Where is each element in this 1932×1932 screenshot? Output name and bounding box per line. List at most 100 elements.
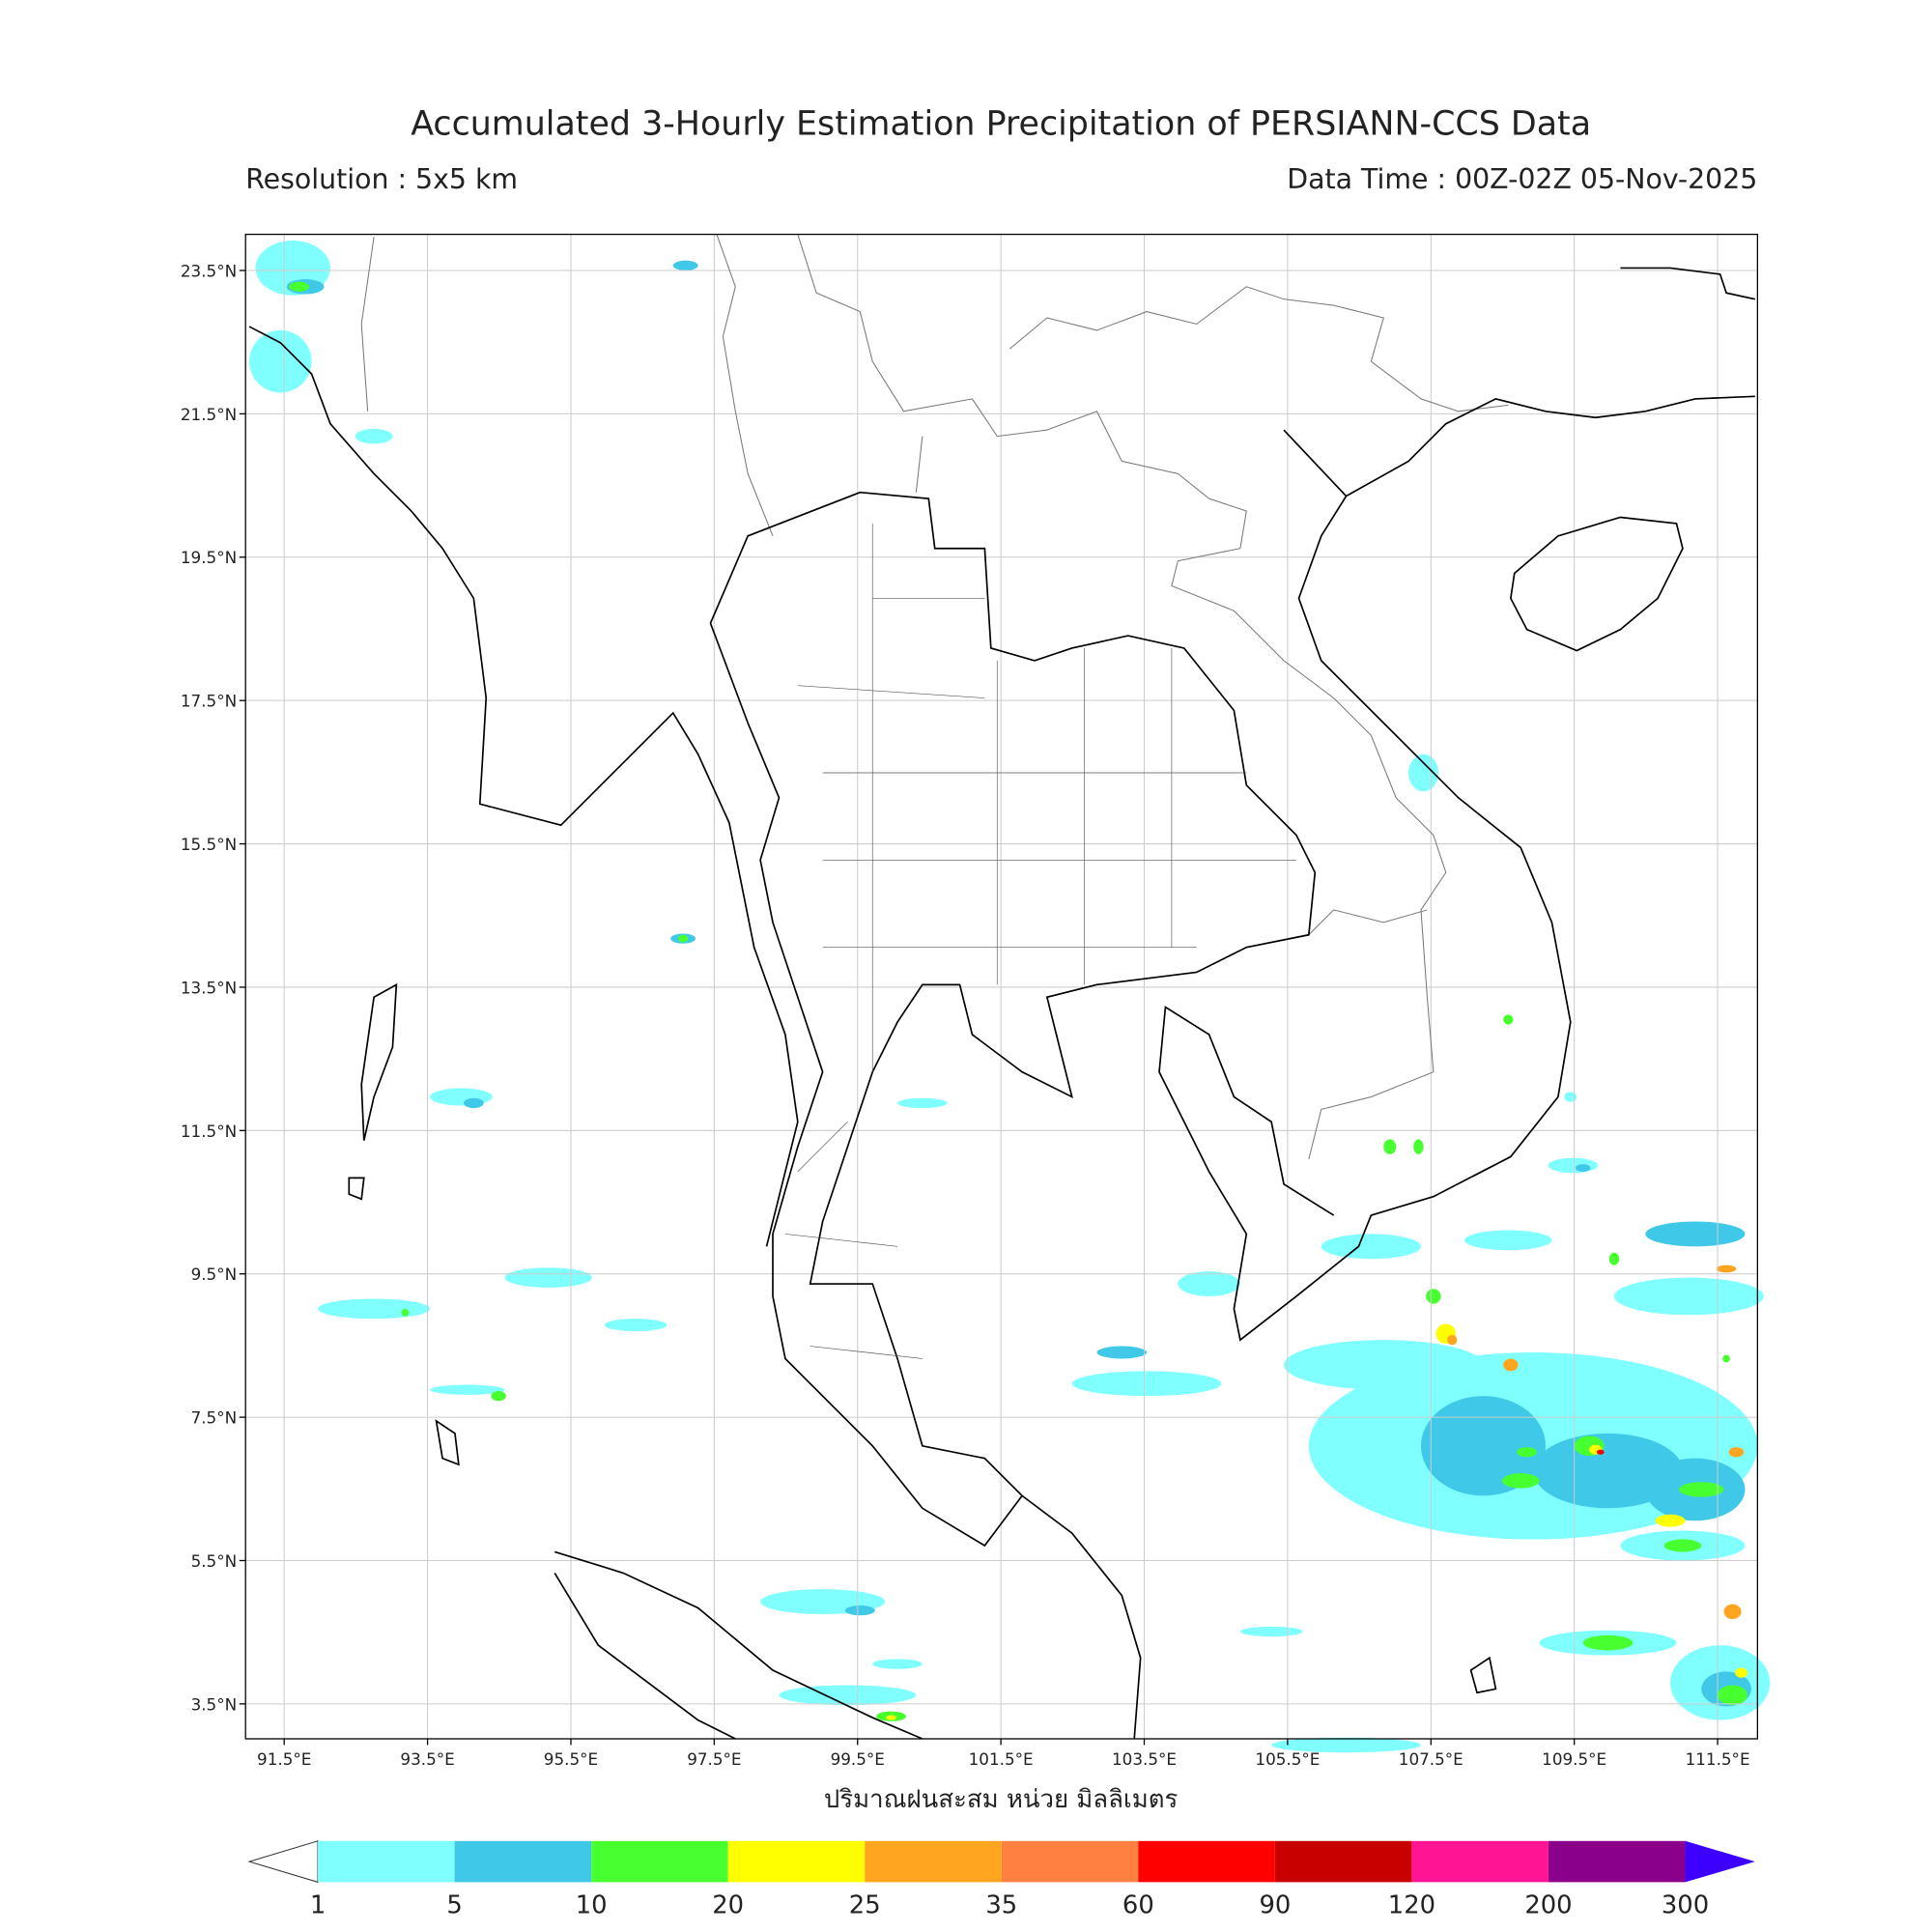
lat-tick-label: 19.5°N [181, 548, 237, 567]
rain-area [844, 1605, 875, 1616]
coastline-andaman [348, 982, 460, 1466]
rain-area [318, 1298, 431, 1320]
lat-tick-label: 13.5°N [181, 978, 237, 997]
coastline-thailand [709, 491, 1317, 1548]
lon-tick-label: 107.5°E [1399, 1749, 1463, 1769]
colorbar: 1 5 10 20 25 35 60 90 120 200 300 [247, 1840, 1755, 1920]
rain-area [1447, 1334, 1458, 1346]
colorbar-tick-label: 120 [1388, 1891, 1435, 1920]
resolution: Resolution : 5x5 km [245, 163, 518, 195]
colorbar-tick-label: 90 [1259, 1891, 1291, 1920]
rain-area [1663, 1539, 1702, 1552]
rain-area [1413, 1139, 1424, 1154]
colorbar-bin [727, 1840, 866, 1883]
lon-tick-label: 93.5°E [400, 1749, 454, 1769]
axes: 23.5°N 21.5°N 19.5°N 17.5°N 15.5°N 13.5°N 11.5… [181, 261, 1750, 1769]
lat-tick-label: 3.5°N [191, 1694, 238, 1714]
rain-area [491, 1391, 506, 1402]
coastline-borneo [1469, 1656, 1497, 1694]
rain-area [1464, 1230, 1552, 1251]
rain-area [1723, 1604, 1742, 1620]
rain-area [1426, 1289, 1441, 1304]
colorbar-tick-label: 35 [985, 1891, 1017, 1920]
rain-area [1735, 1667, 1748, 1678]
rain-area [1239, 1626, 1303, 1637]
country-border [797, 234, 1447, 1160]
lat-tick-label: 5.5°N [191, 1551, 238, 1571]
colorbar-bin [318, 1840, 455, 1883]
coastline-china [1346, 267, 1755, 497]
rain-area [1679, 1482, 1724, 1497]
country-border [1308, 909, 1428, 936]
land-outlines [248, 234, 1755, 1740]
lon-tick-label: 91.5°E [257, 1749, 311, 1769]
coastline-vietnam [1158, 429, 1572, 1342]
rain-area [1722, 1354, 1730, 1363]
lat-tick-label: 15.5°N [181, 835, 237, 854]
rain-area [1575, 1164, 1591, 1172]
rain-area [1564, 1092, 1577, 1102]
rain-area [886, 1715, 896, 1720]
colorbar-over [1685, 1840, 1755, 1883]
rain-area [1501, 1473, 1540, 1489]
rain-area [1718, 1685, 1748, 1706]
colorbar-bin [865, 1840, 1002, 1883]
rain-area [1383, 1139, 1397, 1154]
colorbar-tick-label: 5 [446, 1891, 462, 1920]
title: Accumulated 3-Hourly Estimation Precipit… [411, 104, 1591, 143]
colorbar-bin [1001, 1840, 1139, 1883]
rain-area [1321, 1234, 1421, 1260]
lat-tick-label: 7.5°N [191, 1408, 238, 1428]
lon-tick-label: 97.5°E [687, 1749, 741, 1769]
lat-tick-label: 17.5°N [181, 692, 237, 711]
province-lines [784, 523, 1296, 1359]
lon-tick-label: 99.5°E [831, 1749, 885, 1769]
colorbar-tick-label: 20 [712, 1891, 744, 1920]
rain-area [1655, 1514, 1686, 1527]
colorbar-tick-label: 60 [1122, 1891, 1154, 1920]
rain-area [1096, 1346, 1148, 1359]
colorbar-tick-label: 10 [576, 1891, 608, 1920]
rain-area [672, 260, 698, 270]
rain-area [1420, 1396, 1546, 1496]
rain-area [897, 1097, 948, 1109]
colorbar-tick-label: 25 [849, 1891, 881, 1920]
lon-tick-label: 103.5°E [1112, 1749, 1177, 1769]
rain-area [1596, 1449, 1605, 1455]
rain-area [289, 281, 309, 292]
rain-area [504, 1267, 592, 1288]
rain-area [249, 329, 312, 393]
rain-area [401, 1308, 410, 1317]
colorbar-bin [1274, 1840, 1412, 1883]
rain-area [1728, 1447, 1745, 1458]
precipitation-layer [249, 241, 1771, 1753]
colorbar-bin [591, 1840, 728, 1883]
rain-area [1582, 1634, 1634, 1651]
lon-tick-label: 109.5°E [1542, 1749, 1606, 1769]
lon-tick-label: 95.5°E [544, 1749, 598, 1769]
rain-area [1503, 1014, 1514, 1025]
colorbar-tick-label: 200 [1524, 1891, 1572, 1920]
rain-area [1271, 1737, 1421, 1753]
colorbar-tick-label: 1 [310, 1891, 326, 1920]
coastline-hainan [1510, 516, 1684, 652]
country-border [716, 234, 774, 537]
rain-area [1284, 1340, 1484, 1390]
rain-area [355, 428, 393, 444]
rain-area [1716, 1264, 1737, 1273]
colorbar-tick-label: 300 [1662, 1891, 1709, 1920]
colorbar-bin [1548, 1840, 1686, 1883]
rain-area [677, 934, 689, 943]
colorbar-bin [1138, 1840, 1275, 1883]
rain-area [1178, 1271, 1240, 1296]
colorbar-bin [454, 1840, 592, 1883]
lon-tick-label: 101.5°E [969, 1749, 1034, 1769]
rain-area [779, 1685, 917, 1706]
lat-tick-label: 21.5°N [181, 405, 237, 424]
rain-area [464, 1097, 484, 1109]
grid [245, 234, 1758, 1739]
lon-tick-label: 111.5°E [1686, 1749, 1750, 1769]
rain-area [430, 1384, 505, 1395]
